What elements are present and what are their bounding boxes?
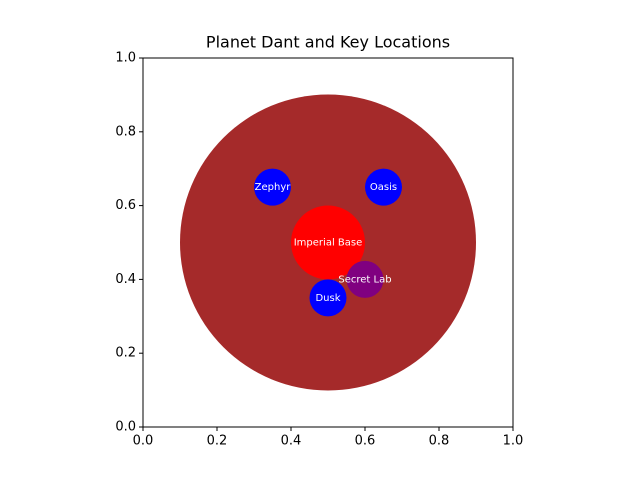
- location-circle: [254, 168, 291, 206]
- x-tick-label: 0.0: [133, 434, 154, 449]
- chart-title: Planet Dant and Key Locations: [206, 33, 450, 52]
- location-label: Dusk: [315, 293, 340, 304]
- location-circle: [309, 279, 347, 317]
- x-tick-label: 0.8: [429, 434, 450, 449]
- y-tick-label: 0.6: [115, 198, 136, 213]
- location-label: Imperial Base: [294, 238, 363, 249]
- x-tick-label: 0.2: [207, 434, 228, 449]
- x-tick-label: 0.6: [355, 434, 376, 449]
- location-label: Zephyr: [255, 182, 292, 193]
- location-circle: [365, 168, 402, 206]
- y-tick-label: 0.8: [115, 124, 136, 139]
- location-circle: [346, 260, 384, 298]
- x-tick-label: 1.0: [503, 434, 524, 449]
- plot-frame: [142, 57, 514, 428]
- location-label: Secret Lab: [338, 274, 391, 285]
- location-label: Oasis: [370, 182, 397, 193]
- y-tick-label: 0.0: [115, 420, 136, 435]
- x-tick-label: 0.4: [281, 434, 302, 449]
- y-tick-label: 0.2: [115, 346, 136, 361]
- y-tick-label: 1.0: [115, 51, 136, 66]
- location-circle: [291, 205, 365, 280]
- y-tick-label: 0.4: [115, 272, 136, 287]
